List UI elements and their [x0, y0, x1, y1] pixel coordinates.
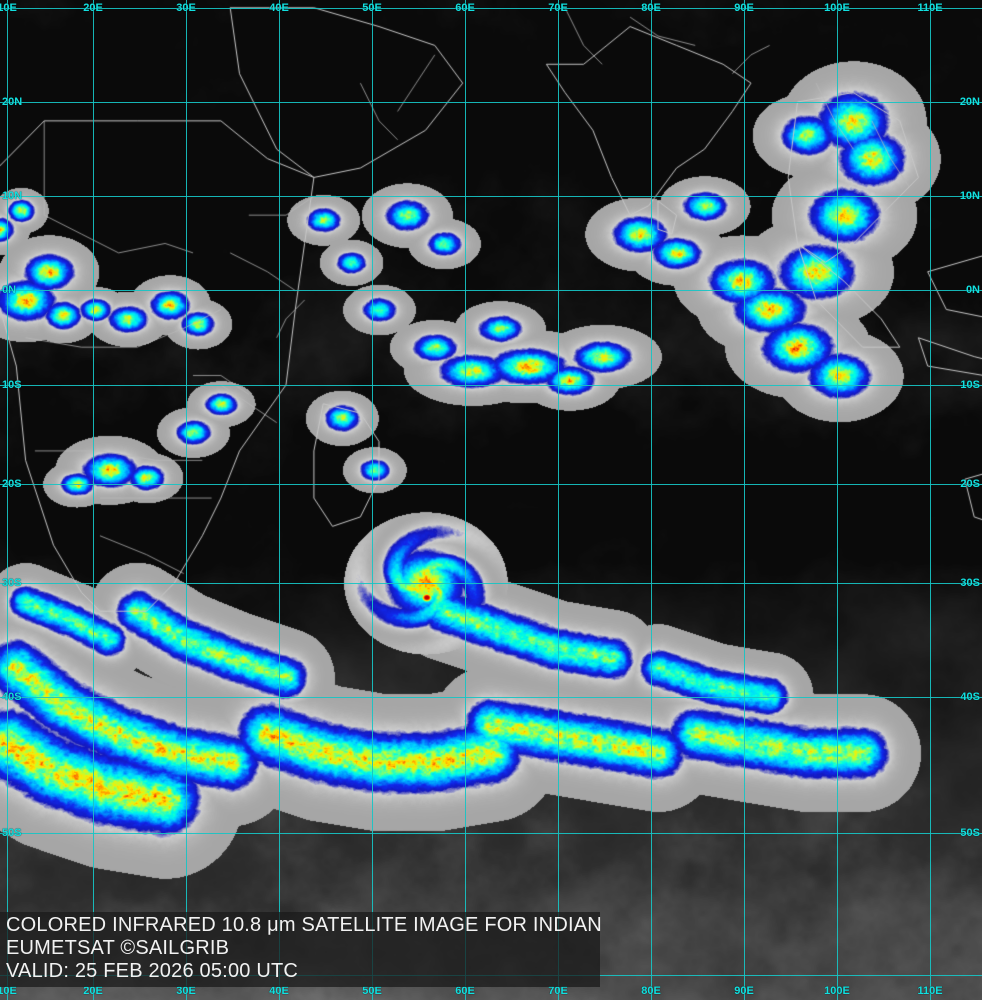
longitude-label-40e-top: 40E — [269, 2, 289, 14]
longitude-label-100e-top: 100E — [824, 2, 850, 14]
latitude-label-10s-right: 10S — [960, 379, 980, 391]
latitude-label-20s-right: 20S — [960, 478, 980, 490]
longitude-label-20e-bottom: 20E — [83, 985, 103, 997]
latitude-label-40s-left: 40S — [2, 691, 22, 703]
longitude-label-90e-top: 90E — [734, 2, 754, 14]
latitude-label-0n-right: 0N — [965, 284, 980, 296]
latitude-label-10n-left: 10N — [2, 190, 23, 202]
longitude-label-100e-bottom: 100E — [824, 985, 850, 997]
caption-box: COLORED INFRARED 10.8 μm SATELLITE IMAGE… — [0, 912, 602, 987]
latitude-label-30s-left: 30S — [2, 577, 22, 589]
latitude-label-10n-right: 10N — [959, 190, 980, 202]
latitude-label-20n-left: 20N — [2, 96, 23, 108]
latitude-label-50s-right: 50S — [960, 827, 980, 839]
latitude-label-20n-right: 20N — [959, 96, 980, 108]
longitude-label-110e-top: 110E — [917, 2, 943, 14]
latitude-label-10s-left: 10S — [2, 379, 22, 391]
longitude-label-10e-bottom: 10E — [0, 985, 17, 997]
longitude-label-50e-bottom: 50E — [362, 985, 382, 997]
longitude-label-60e-bottom: 60E — [455, 985, 475, 997]
longitude-label-70e-top: 70E — [548, 2, 568, 14]
longitude-label-80e-top: 80E — [641, 2, 661, 14]
latitude-label-0n-left: 0N — [2, 284, 17, 296]
longitude-label-70e-bottom: 70E — [548, 985, 568, 997]
longitude-label-30e-top: 30E — [176, 2, 196, 14]
longitude-label-50e-top: 50E — [362, 2, 382, 14]
longitude-label-110e-bottom: 110E — [917, 985, 943, 997]
longitude-label-30e-bottom: 30E — [176, 985, 196, 997]
latitude-label-50s-left: 50S — [2, 827, 22, 839]
caption-valid-line: VALID: 25 FEB 2026 05:00 UTC — [6, 960, 299, 982]
longitude-label-10e-top: 10E — [0, 2, 17, 14]
longitude-label-90e-bottom: 90E — [734, 985, 754, 997]
longitude-label-40e-bottom: 40E — [269, 985, 289, 997]
latitude-label-30s-right: 30S — [960, 577, 980, 589]
latitude-label-20s-left: 20S — [2, 478, 22, 490]
latitude-label-40s-right: 40S — [960, 691, 980, 703]
longitude-label-60e-top: 60E — [455, 2, 475, 14]
caption-title-line: COLORED INFRARED 10.8 μm SATELLITE IMAGE… — [6, 914, 602, 936]
longitude-label-80e-bottom: 80E — [641, 985, 661, 997]
longitude-label-20e-top: 20E — [83, 2, 103, 14]
caption-source-line: EUMETSAT ©SAILGRIB — [6, 937, 230, 959]
